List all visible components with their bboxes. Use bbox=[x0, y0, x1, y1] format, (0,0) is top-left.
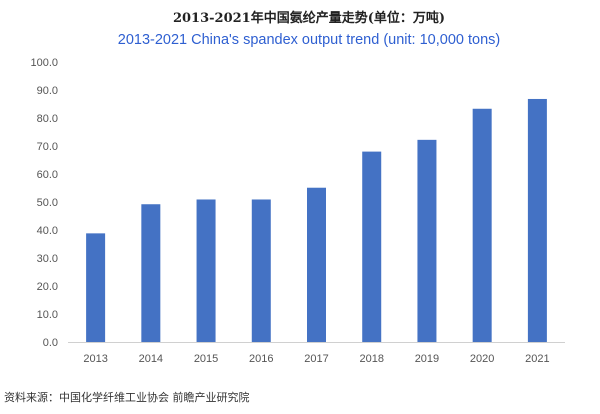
y-tick-label: 40.0 bbox=[37, 225, 58, 237]
x-tick-label: 2017 bbox=[304, 353, 328, 365]
y-tick-label: 100.0 bbox=[30, 57, 58, 69]
bar bbox=[141, 204, 161, 342]
x-tick-label: 2019 bbox=[415, 353, 439, 365]
x-axis: 2013 2014 2015 2016 2017 2018 2019 2020 2021 bbox=[83, 353, 549, 365]
y-tick-label: 50.0 bbox=[37, 197, 58, 209]
y-tick-label: 10.0 bbox=[37, 309, 58, 321]
x-tick-label: 2016 bbox=[249, 353, 273, 365]
bar bbox=[362, 151, 382, 342]
y-tick-label: 70.0 bbox=[37, 141, 58, 153]
bar bbox=[196, 199, 216, 342]
bar bbox=[472, 108, 492, 342]
y-tick-label: 30.0 bbox=[37, 253, 58, 265]
bar bbox=[86, 233, 106, 342]
y-tick-label: 60.0 bbox=[37, 169, 58, 181]
y-tick-label: 20.0 bbox=[37, 281, 58, 293]
chart-title-cn: 2013-2021年中国氨纶产量走势(单位：万吨) bbox=[173, 10, 445, 26]
bar bbox=[307, 187, 326, 342]
y-axis: 0.0 10.0 20.0 30.0 40.0 50.0 60.0 70.0 80.0 90.0 1… bbox=[30, 57, 58, 349]
source-note: 资料来源：中国化学纤维工业协会 前瞻产业研究院 bbox=[4, 390, 250, 404]
x-tick-label: 2015 bbox=[194, 353, 218, 365]
y-tick-label: 90.0 bbox=[37, 85, 58, 97]
x-tick-label: 2013 bbox=[83, 353, 107, 365]
bar-series bbox=[86, 98, 547, 343]
bar bbox=[527, 98, 547, 343]
bar bbox=[417, 139, 437, 342]
x-tick-label: 2018 bbox=[359, 353, 383, 365]
x-tick-label: 2020 bbox=[470, 353, 494, 365]
y-tick-label: 0.0 bbox=[43, 337, 58, 349]
chart-title: 2013-2021 China's spandex output trend (… bbox=[118, 32, 500, 48]
bar bbox=[251, 199, 271, 342]
x-tick-label: 2021 bbox=[525, 353, 549, 365]
x-tick-label: 2014 bbox=[139, 353, 163, 365]
y-tick-label: 80.0 bbox=[37, 113, 58, 125]
